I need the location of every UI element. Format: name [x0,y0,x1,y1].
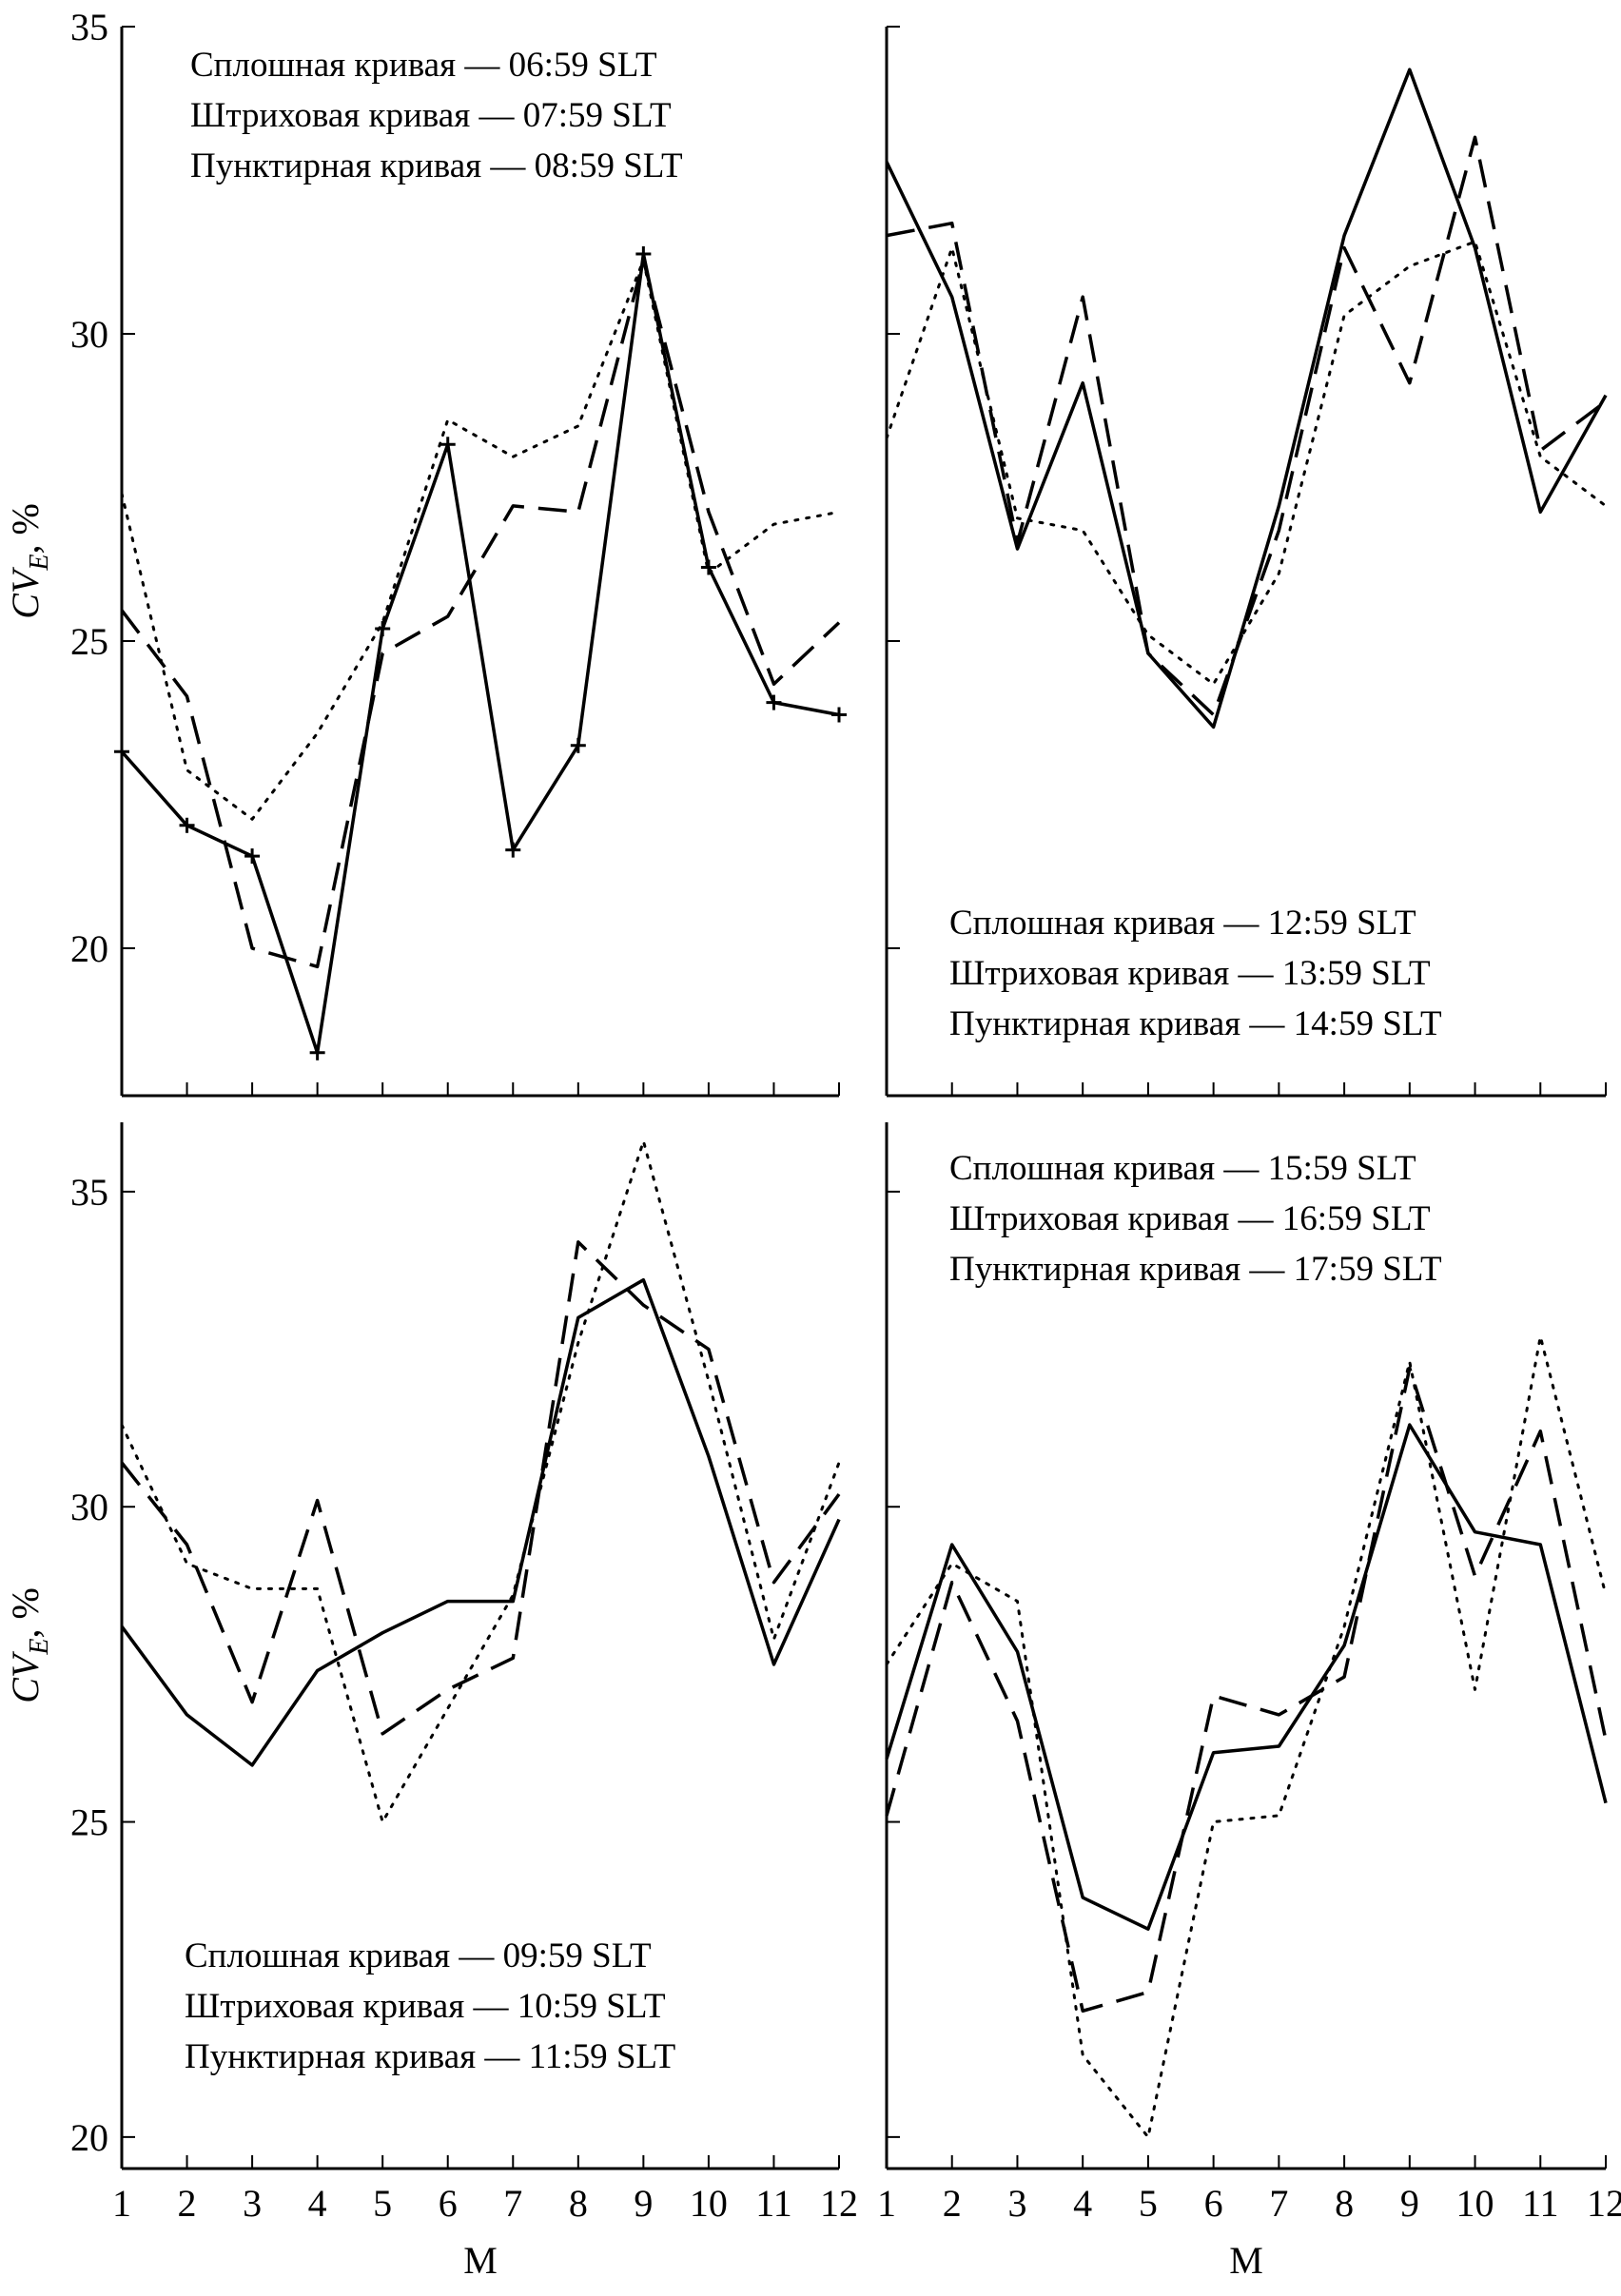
x-tick-label: 9 [1400,2182,1419,2225]
series-line-solid [120,252,840,1055]
data-point-marker [309,1044,325,1060]
y-tick-label: 25 [70,1801,108,1844]
legend-entry-solid: Сплошная кривая — 15:59 SLT [949,1149,1416,1188]
series-line-dashed [120,1240,841,1736]
x-tick-label: 3 [243,2182,262,2225]
x-tick-label: 12 [1587,2182,1621,2225]
x-tick-label: 9 [634,2182,653,2225]
y-tick-label: 30 [70,313,108,356]
x-tick-label: 5 [1139,2182,1158,2225]
data-point-marker [375,621,391,637]
x-tick-label: 5 [373,2182,392,2225]
x-tick-label: 7 [1269,2182,1288,2225]
legend-entry-dotted: Пунктирная кривая — 08:59 SLT [190,146,683,185]
series-line-dashed [885,1366,1608,2014]
series-line-dotted [885,1334,1608,2139]
legend-entry-solid: Сплошная кривая — 06:59 SLT [190,46,657,85]
series-line-solid [885,1423,1608,1931]
data-point-marker [505,842,521,858]
data-point-marker [570,737,586,753]
legend-entry-dashed: Штриховая кривая — 13:59 SLT [949,954,1431,993]
legend-entry-solid: Сплошная кривая — 09:59 SLT [185,1936,652,1975]
series-line-dotted [120,259,841,821]
x-tick-label: 11 [755,2182,792,2225]
x-tick-label: 1 [877,2182,896,2225]
y-tick-label: 35 [70,6,108,49]
x-tick-label: 12 [820,2182,858,2225]
legend-entry-solid: Сплошная кривая — 12:59 SLT [949,904,1416,943]
series-line-solid [885,68,1608,730]
x-tick-label: 10 [1456,2182,1494,2225]
legend-entry-dashed: Штриховая кривая — 10:59 SLT [185,1987,666,2026]
legend-entry-dashed: Штриховая кривая — 07:59 SLT [190,96,672,135]
y-axis-title: CVE, % [4,503,54,619]
series-line-solid [120,1277,841,1767]
series-line-dashed [886,135,1608,717]
series-line-dotted [120,1139,841,1823]
x-axis-title: M [1229,2239,1263,2282]
series-line-dashed [120,258,841,969]
y-tick-label: 35 [70,1171,108,1214]
y-tick-label: 25 [70,620,108,663]
x-tick-label: 6 [1204,2182,1223,2225]
panel-top-left: 20 25 30 35 CVE, % Сплошная кривая — 06:59 SL… [4,6,847,1098]
data-point-marker [831,707,847,723]
x-tick-label: 3 [1007,2182,1026,2225]
y-axis-title: CVE, % [4,1587,54,1703]
data-point-marker [179,817,195,833]
y-tick-label: 30 [70,1486,108,1528]
x-tick-label: 4 [308,2182,327,2225]
x-tick-label: 2 [943,2182,962,2225]
series-line-dotted [885,240,1608,686]
legend-entry-dotted: Пунктирная кривая — 14:59 SLT [949,1004,1442,1043]
legend-entry-dotted: Пунктирная кривая — 11:59 SLT [185,2037,675,2076]
x-tick-label: 8 [569,2182,588,2225]
data-point-marker [244,848,261,865]
x-tick-label: 2 [178,2182,197,2225]
panel-top-right: Сплошная кривая — 12:59 SLT Штриховая кри… [885,26,1608,1098]
y-tick-label: 20 [70,927,108,970]
x-tick-label: 11 [1522,2182,1559,2225]
x-tick-label: 6 [439,2182,458,2225]
data-point-marker [114,744,129,760]
x-tick-label: 7 [503,2182,522,2225]
legend-entry-dashed: Штриховая кривая — 16:59 SLT [949,1199,1431,1238]
x-tick-label: 8 [1335,2182,1354,2225]
x-tick-label: 1 [112,2182,131,2225]
data-point-marker [439,437,456,453]
y-tick-label: 20 [70,2116,108,2159]
x-tick-label: 10 [690,2182,728,2225]
data-point-marker [766,694,782,710]
legend-entry-dotted: Пунктирная кривая — 17:59 SLT [949,1250,1442,1289]
x-axis-title: M [463,2239,498,2282]
x-tick-label: 4 [1073,2182,1092,2225]
